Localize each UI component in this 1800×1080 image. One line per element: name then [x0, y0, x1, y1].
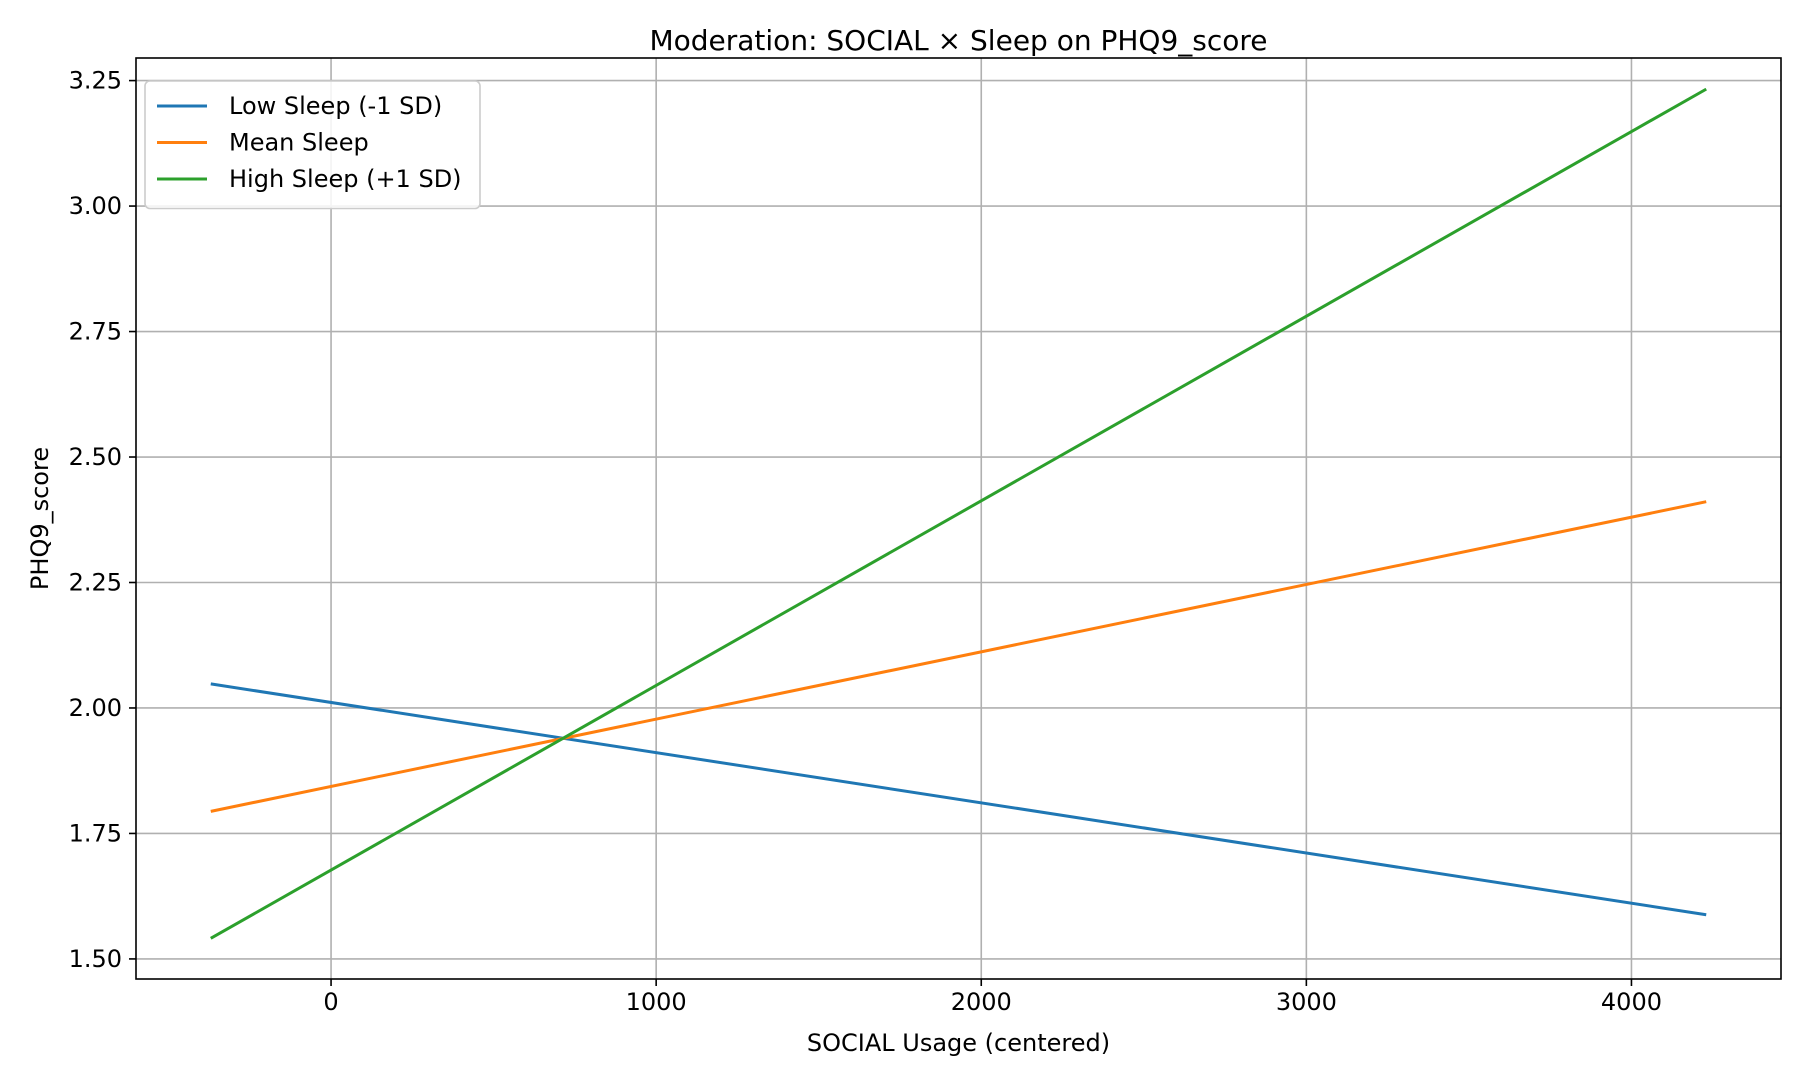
legend-label: High Sleep (+1 SD) — [229, 165, 462, 193]
series-layer — [210, 87, 1707, 940]
x-axis-label: SOCIAL Usage (centered) — [807, 1029, 1110, 1057]
series-line-low-sleep-1-sd — [210, 682, 1707, 917]
x-tick-label: 0 — [323, 988, 338, 1016]
legend: Low Sleep (-1 SD) Mean Sleep High Sleep (+… — [144, 80, 481, 210]
plot-frame — [135, 57, 1782, 980]
x-tick-label: 4000 — [1601, 988, 1662, 1016]
y-tick-label: 1.50 — [69, 945, 122, 973]
x-tick-label: 1000 — [626, 988, 687, 1016]
x-tick-label: 2000 — [951, 988, 1012, 1016]
chart-title: Moderation: SOCIAL × Sleep on PHQ9_score — [649, 24, 1267, 57]
y-axis-label: PHQ9_score — [26, 447, 54, 590]
y-tick-label: 3.25 — [69, 67, 122, 95]
series-line-high-sleep-1-sd — [210, 87, 1707, 940]
y-tick-label: 2.50 — [69, 443, 122, 471]
y-tick-label: 2.25 — [69, 568, 122, 596]
y-tick-label: 3.00 — [69, 192, 122, 220]
grid-layer — [136, 58, 1781, 979]
y-tick-label: 2.75 — [69, 318, 122, 346]
legend-label: Low Sleep (-1 SD) — [229, 92, 442, 120]
tick-layer: 0 1000 2000 3000 4000 1.50 1.75 2.00 2.25 2.50 2.7… — [69, 67, 1662, 1016]
x-tick-label: 3000 — [1276, 988, 1337, 1016]
legend-label: Mean Sleep — [229, 129, 369, 157]
y-tick-label: 1.75 — [69, 819, 122, 847]
legend-box — [144, 80, 481, 210]
y-tick-label: 2.00 — [69, 694, 122, 722]
series-line-mean-sleep — [210, 500, 1707, 813]
